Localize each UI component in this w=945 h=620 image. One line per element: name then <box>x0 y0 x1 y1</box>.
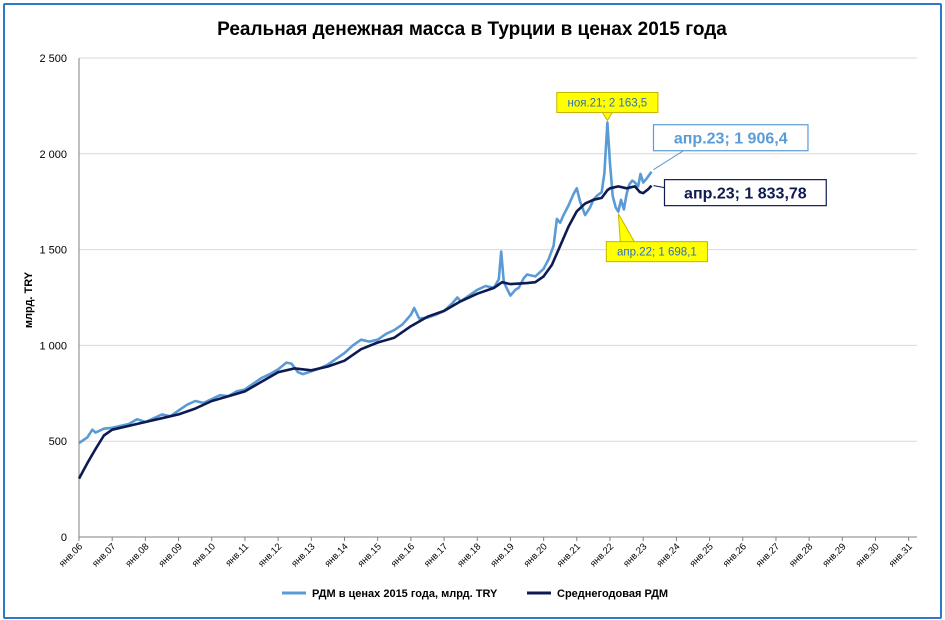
x-tick-label: янв.22 <box>588 541 616 569</box>
annotation-callout-box <box>605 241 708 263</box>
annotations: ноя.21; 2 163,5 апр.22; 1 698,1 апр.23; 1 … <box>556 91 827 263</box>
annotation-leader-line <box>653 150 684 171</box>
x-tick-label: янв.26 <box>721 541 749 569</box>
annotation-label: апр.23; 1 833,78 <box>684 186 807 203</box>
x-tick-label: янв.16 <box>389 541 417 569</box>
x-tick-label: янв.30 <box>854 541 882 569</box>
x-tick-label: янв.17 <box>422 541 450 569</box>
x-tick-label: янв.15 <box>356 541 384 569</box>
x-tick-label: янв.28 <box>787 541 815 569</box>
x-tick-label: янв.18 <box>455 541 483 569</box>
legend-label: РДМ в ценах 2015 года, млрд. TRY <box>312 588 498 600</box>
annotation-label: апр.23; 1 906,4 <box>674 131 788 148</box>
x-tick-label: янв.13 <box>289 541 317 569</box>
x-tick-label: янв.25 <box>688 541 716 569</box>
legend-label: Среднегодовая РДМ <box>557 588 668 600</box>
y-tick-label: 2 500 <box>39 53 67 65</box>
x-tick-label: янв.24 <box>654 541 682 569</box>
x-tick-label: янв.14 <box>323 541 351 569</box>
y-tick-label: 1 000 <box>39 340 67 352</box>
x-tick-label: янв.21 <box>555 541 583 569</box>
x-tick-label: янв.11 <box>224 541 252 569</box>
y-tick-label: 500 <box>49 436 67 448</box>
series-layer <box>77 121 653 480</box>
x-tick-label: янв.09 <box>157 541 185 569</box>
series-line-rdm <box>78 121 653 445</box>
x-tick-label: янв.27 <box>754 541 782 569</box>
annotation-box <box>652 124 809 152</box>
x-tick-label: янв.10 <box>190 541 218 569</box>
annotation-callout-tail <box>601 112 613 122</box>
x-tick-label: янв.07 <box>90 541 118 569</box>
x-tick-label: янв.06 <box>57 541 85 569</box>
annotation-label: ноя.21; 2 163,5 <box>567 97 647 109</box>
series-line-average-rdm <box>77 184 653 480</box>
y-tick-label: 1 500 <box>39 245 67 257</box>
legend: РДМ в ценах 2015 года, млрд. TRY Среднего… <box>282 588 668 600</box>
x-tick-label: янв.19 <box>489 541 517 569</box>
chart-frame <box>3 3 942 619</box>
annotation-label: апр.22; 1 698,1 <box>617 247 697 259</box>
x-tick-label: янв.12 <box>256 541 284 569</box>
x-tick-label: янв.23 <box>621 541 649 569</box>
x-tick-label: янв.20 <box>522 541 550 569</box>
y-axis-label: млрд. TRY <box>23 271 35 328</box>
chart-title: Реальная денежная масса в Турции в ценах… <box>217 19 727 40</box>
y-tick-label: 2 000 <box>39 149 67 161</box>
y-tick-label: 0 <box>61 532 67 544</box>
annotation-leader-line <box>653 185 665 189</box>
annotation-callout-tail <box>617 213 635 242</box>
annotation-callout-box <box>556 91 659 113</box>
x-tick-label: янв.29 <box>820 541 848 569</box>
x-tick-label: янв.31 <box>887 541 915 569</box>
grid <box>79 57 917 442</box>
annotation-box <box>663 179 827 207</box>
x-tick-label: янв.08 <box>123 541 151 569</box>
